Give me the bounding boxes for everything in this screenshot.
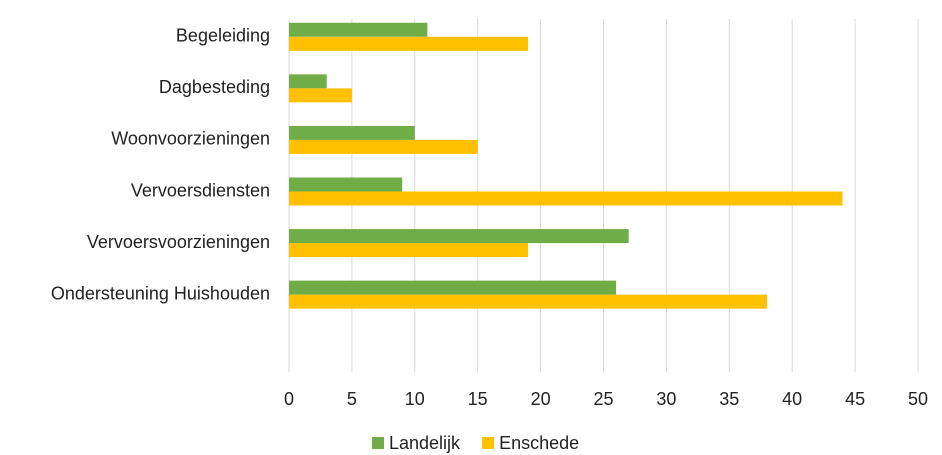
legend-label: Enschede: [499, 433, 579, 453]
x-tick-label: 15: [468, 389, 488, 409]
x-tick-label: 10: [405, 389, 425, 409]
bar: [289, 280, 617, 295]
bar: [289, 191, 843, 206]
y-tick-label: Woonvoorzieningen: [111, 129, 270, 149]
bar: [289, 36, 529, 51]
bar: [289, 139, 478, 154]
bar: [289, 177, 403, 192]
legend-swatch: [482, 437, 495, 449]
y-tick-label: Dagbesteding: [159, 77, 270, 97]
x-tick-label: 5: [347, 389, 357, 409]
bar: [289, 88, 352, 103]
y-tick-label: Vervoersvoorzieningen: [87, 232, 270, 252]
x-tick-label: 20: [531, 389, 551, 409]
bar: [289, 243, 529, 258]
y-tick-label: Ondersteuning Huishouden: [51, 283, 270, 303]
bar: [289, 294, 768, 309]
bar: [289, 229, 629, 244]
bar: [289, 74, 327, 89]
bar: [289, 125, 415, 140]
y-tick-label: Vervoersdiensten: [131, 180, 270, 200]
x-tick-label: 35: [719, 389, 739, 409]
x-tick-label: 50: [908, 389, 928, 409]
legend-label: Landelijk: [389, 433, 461, 453]
x-tick-label: 0: [284, 389, 294, 409]
bar: [289, 22, 428, 37]
x-tick-label: 30: [656, 389, 676, 409]
x-tick-label: 45: [845, 389, 865, 409]
x-tick-label: 25: [593, 389, 613, 409]
x-tick-label: 40: [782, 389, 802, 409]
legend-swatch: [372, 437, 384, 449]
y-tick-label: Begeleiding: [176, 26, 270, 46]
